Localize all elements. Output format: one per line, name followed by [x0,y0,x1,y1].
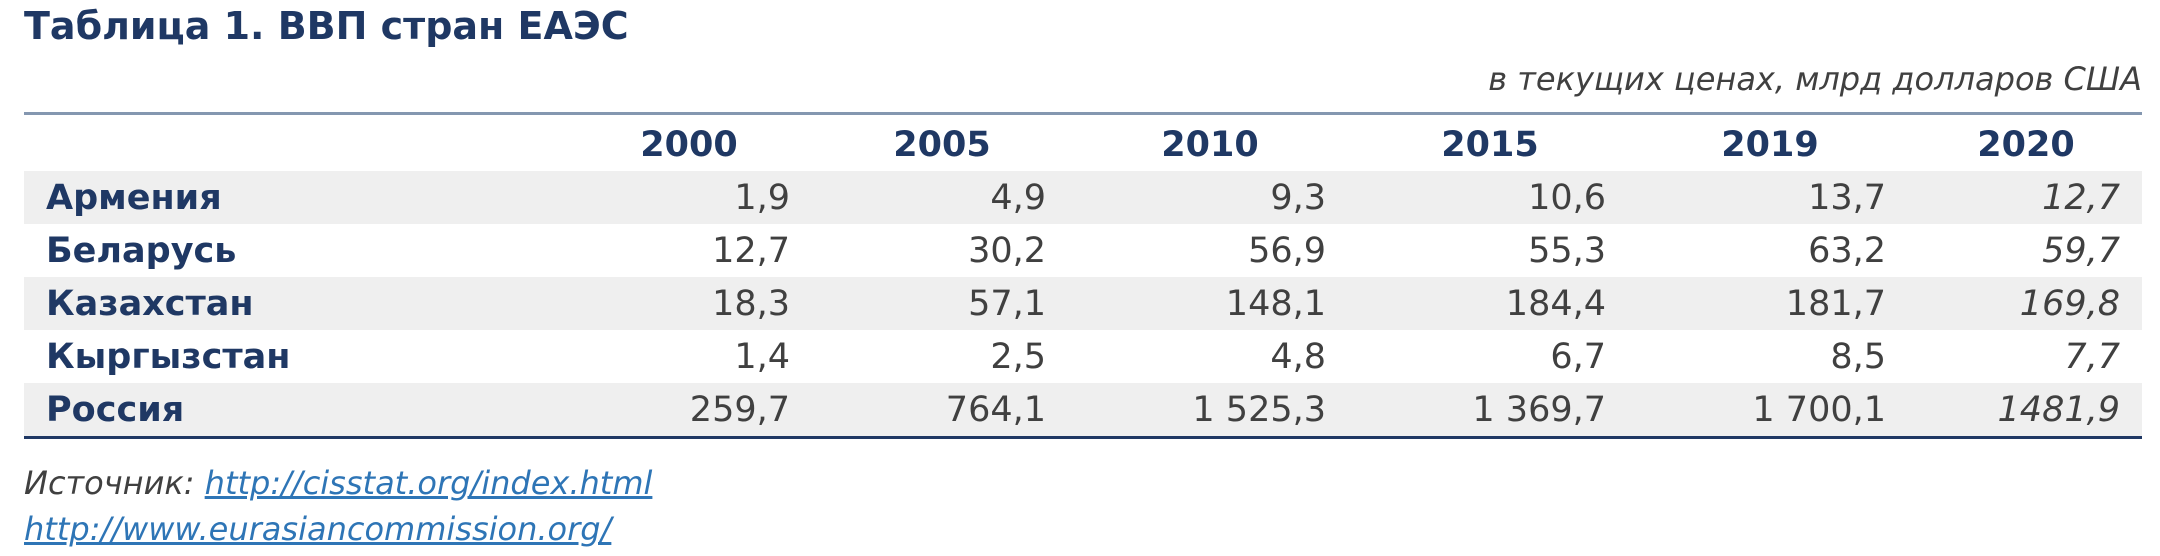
source-line-1: Источник: http://cisstat.org/index.html [24,460,652,506]
value-cell: 1,9 [734,177,790,218]
country-name: Беларусь [46,230,237,271]
table-bottom-rule [24,436,2142,439]
country-name: Кыргызстан [46,336,291,377]
value-cell: 9,3 [1270,177,1326,218]
header-cell-2010: 2010 [1161,125,1259,165]
value-cell: 4,9 [990,177,1046,218]
gdp-table: 2000 2005 2010 2015 2019 2020 Армения 1,… [24,112,2142,439]
country-name: Казахстан [46,283,254,324]
value-cell: 57,1 [968,283,1046,324]
header-cell-2005: 2005 [893,125,991,165]
value-cell-2020: 1481,9 [1997,389,2120,430]
source-label: Источник: [24,464,205,502]
country-name: Россия [46,389,185,430]
header-cell-2019: 2019 [1721,125,1819,165]
value-cell: 18,3 [712,283,790,324]
unit-note: в текущих ценах, млрд долларов США [1488,60,2142,98]
source-note: Источник: http://cisstat.org/index.html … [24,460,652,552]
table-header-row: 2000 2005 2010 2015 2019 2020 [24,115,2142,171]
value-cell: 6,7 [1550,336,1606,377]
value-cell: 10,6 [1528,177,1606,218]
value-cell: 12,7 [712,230,790,271]
header-cell-2020: 2020 [1977,125,2075,165]
value-cell: 8,5 [1830,336,1886,377]
value-cell-2020: 7,7 [2064,336,2120,377]
value-cell-2020: 169,8 [2019,283,2120,324]
value-cell: 55,3 [1528,230,1606,271]
value-cell: 30,2 [968,230,1046,271]
value-cell: 259,7 [689,389,790,430]
table-row-russia: Россия 259,7 764,1 1 525,3 1 369,7 1 700… [24,383,2142,436]
table-title: Таблица 1. ВВП стран ЕАЭС [24,4,629,48]
value-cell: 148,1 [1225,283,1326,324]
value-cell: 1 369,7 [1472,389,1606,430]
value-cell: 56,9 [1248,230,1326,271]
table-top-rule [24,112,2142,115]
value-cell: 1 525,3 [1192,389,1326,430]
source-link-eurasiancommission[interactable]: http://www.eurasiancommission.org/ [24,510,612,548]
value-cell: 2,5 [990,336,1046,377]
table-row-belarus: Беларусь 12,7 30,2 56,9 55,3 63,2 59,7 [24,224,2142,277]
table-row-kazakhstan: Казахстан 18,3 57,1 148,1 184,4 181,7 16… [24,277,2142,330]
country-name: Армения [46,177,222,218]
value-cell: 63,2 [1808,230,1886,271]
value-cell: 1 700,1 [1752,389,1886,430]
value-cell: 764,1 [945,389,1046,430]
value-cell: 4,8 [1270,336,1326,377]
value-cell: 13,7 [1808,177,1886,218]
table-row-armenia: Армения 1,9 4,9 9,3 10,6 13,7 12,7 [24,171,2142,224]
value-cell: 181,7 [1785,283,1886,324]
source-line-2: http://www.eurasiancommission.org/ [24,506,652,552]
value-cell-2020: 59,7 [2042,230,2120,271]
value-cell-2020: 12,7 [2042,177,2120,218]
table-row-kyrgyzstan: Кыргызстан 1,4 2,5 4,8 6,7 8,5 7,7 [24,330,2142,383]
source-link-cisstat[interactable]: http://cisstat.org/index.html [204,464,653,502]
value-cell: 184,4 [1505,283,1606,324]
value-cell: 1,4 [734,336,790,377]
header-cell-2000: 2000 [640,125,738,165]
header-cell-2015: 2015 [1441,125,1539,165]
